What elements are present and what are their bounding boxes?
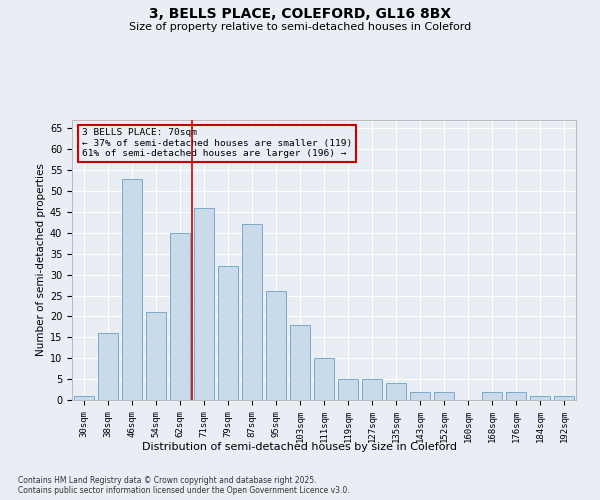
- Bar: [74, 396, 94, 400]
- Text: Distribution of semi-detached houses by size in Coleford: Distribution of semi-detached houses by …: [143, 442, 458, 452]
- Bar: [338, 379, 358, 400]
- Bar: [314, 358, 334, 400]
- Bar: [146, 312, 166, 400]
- Bar: [386, 384, 406, 400]
- Bar: [266, 292, 286, 400]
- Text: Size of property relative to semi-detached houses in Coleford: Size of property relative to semi-detach…: [129, 22, 471, 32]
- Bar: [242, 224, 262, 400]
- Bar: [410, 392, 430, 400]
- Bar: [194, 208, 214, 400]
- Bar: [218, 266, 238, 400]
- Bar: [530, 396, 550, 400]
- Y-axis label: Number of semi-detached properties: Number of semi-detached properties: [35, 164, 46, 356]
- Bar: [170, 233, 190, 400]
- Text: 3, BELLS PLACE, COLEFORD, GL16 8BX: 3, BELLS PLACE, COLEFORD, GL16 8BX: [149, 8, 451, 22]
- Bar: [290, 325, 310, 400]
- Bar: [98, 333, 118, 400]
- Bar: [122, 178, 142, 400]
- Bar: [434, 392, 454, 400]
- Bar: [362, 379, 382, 400]
- Text: 3 BELLS PLACE: 70sqm
← 37% of semi-detached houses are smaller (119)
61% of semi: 3 BELLS PLACE: 70sqm ← 37% of semi-detac…: [82, 128, 352, 158]
- Bar: [506, 392, 526, 400]
- Bar: [482, 392, 502, 400]
- Text: Contains HM Land Registry data © Crown copyright and database right 2025.
Contai: Contains HM Land Registry data © Crown c…: [18, 476, 350, 495]
- Bar: [554, 396, 574, 400]
